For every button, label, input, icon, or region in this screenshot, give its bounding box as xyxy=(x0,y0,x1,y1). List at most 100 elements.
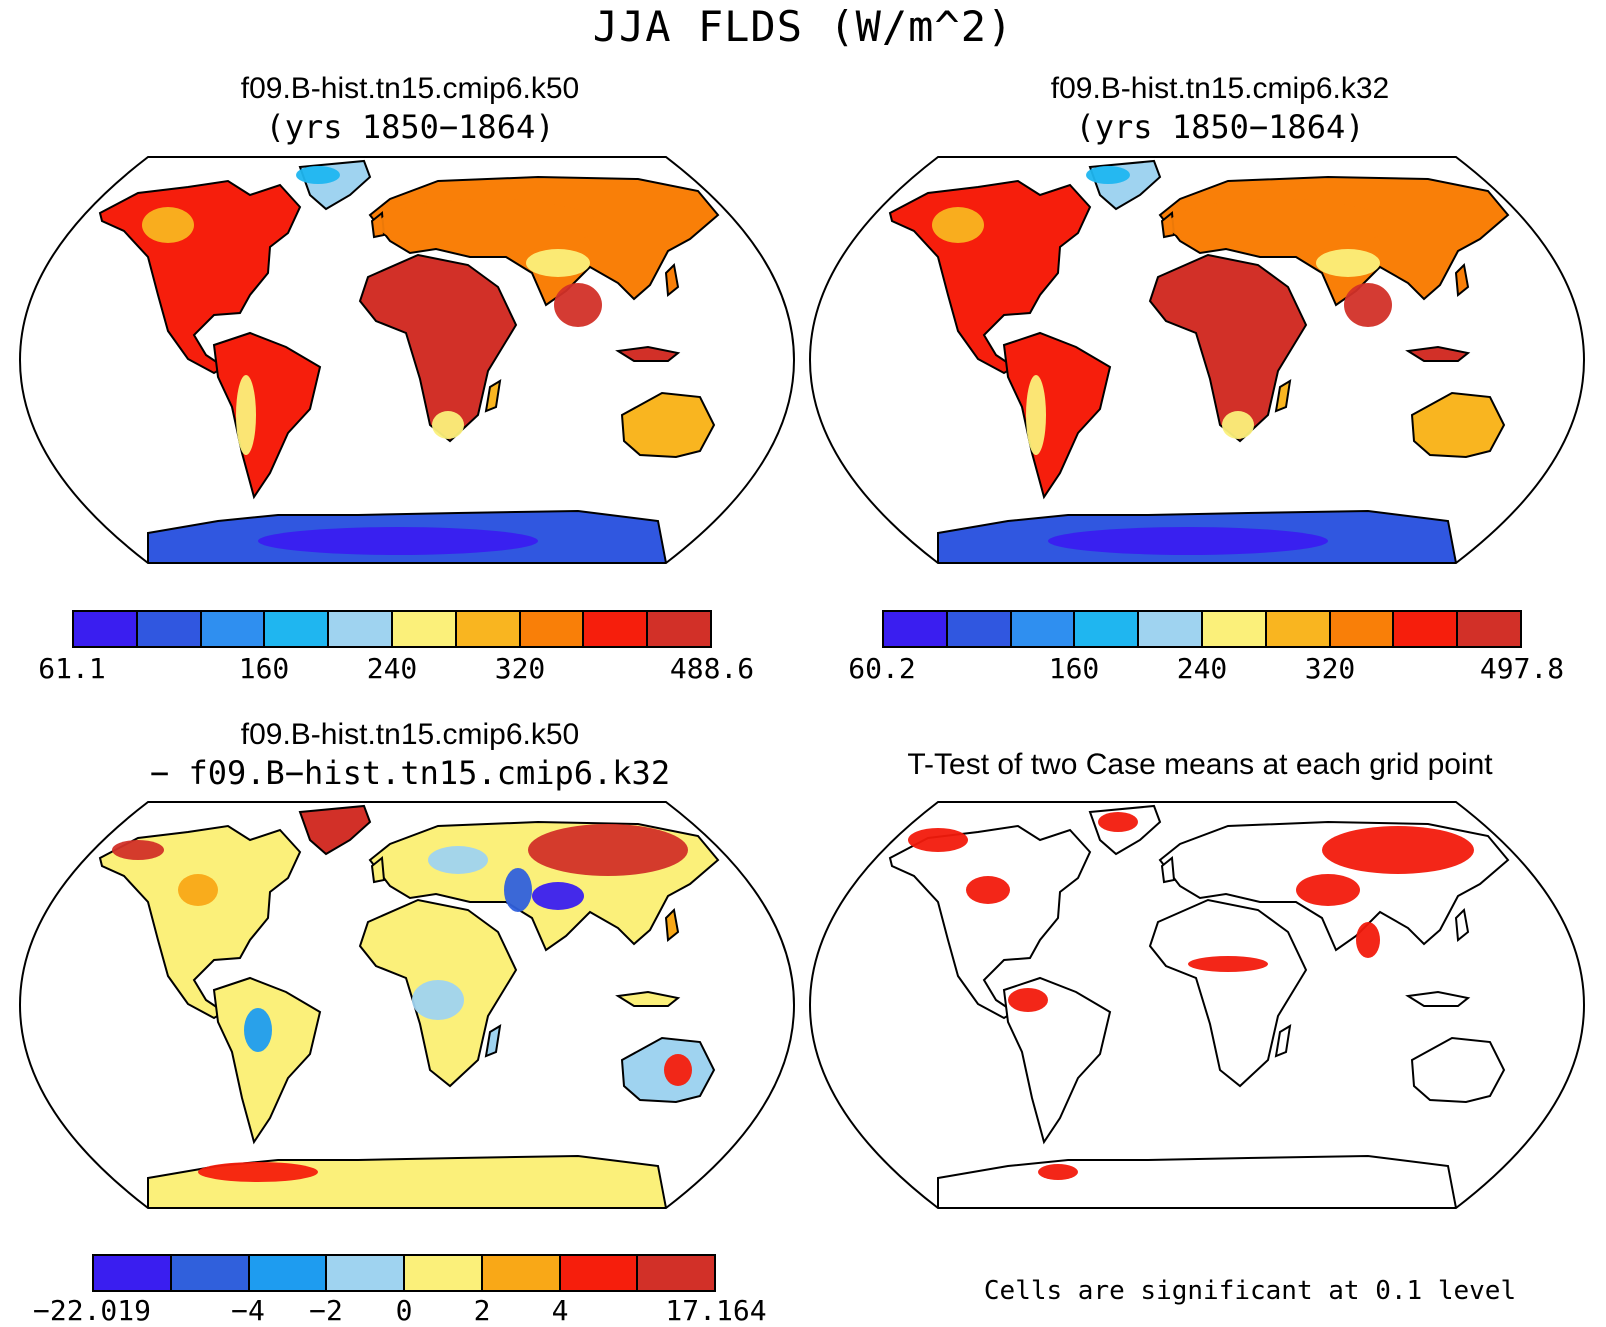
contour-blob xyxy=(296,166,340,184)
panel-4-map xyxy=(808,801,1586,1209)
contour-blob xyxy=(528,824,688,876)
colorbar-cell xyxy=(884,612,948,646)
panel-1-subtitle: (yrs 1850−1864) xyxy=(265,108,555,146)
contour-blob xyxy=(1356,922,1380,958)
contour-blob xyxy=(532,882,584,910)
colorbar-cell xyxy=(1330,612,1395,646)
land-uk xyxy=(1160,856,1176,884)
figure-title: JJA FLDS (W/m^2) xyxy=(592,2,1014,51)
colorbar-cell xyxy=(638,1256,714,1290)
contour-blob xyxy=(236,375,256,455)
contour-blob xyxy=(244,1008,272,1052)
panel-3-map xyxy=(18,801,796,1209)
contour-blob xyxy=(1048,527,1328,555)
panel-3-title: f09.B-hist.tn15.cmip6.k50 xyxy=(240,718,580,751)
panel-1-map-content xyxy=(98,159,720,563)
colorbar-cell xyxy=(249,1256,328,1290)
colorbar-2-label-320: 320 xyxy=(1304,652,1356,685)
panel-1-map xyxy=(18,156,796,564)
colorbar-2-cells xyxy=(882,610,1522,648)
colorbar-cell xyxy=(1458,612,1520,646)
contour-blob xyxy=(412,980,464,1020)
map-border xyxy=(808,801,1586,1209)
colorbar-1-label-320: 320 xyxy=(494,652,546,685)
land-samerica xyxy=(212,331,322,500)
panel-2-title: f09.B-hist.tn15.cmip6.k32 xyxy=(1050,72,1390,105)
land-japan xyxy=(1454,262,1470,297)
colorbar-cell xyxy=(1266,612,1331,646)
land-greenland xyxy=(298,804,372,856)
colorbar-cell xyxy=(1394,612,1459,646)
land-australia xyxy=(620,391,716,459)
colorbar-cell xyxy=(327,1256,405,1290)
contour-blob xyxy=(932,207,984,243)
land-africa xyxy=(358,253,518,443)
map-border xyxy=(18,156,796,564)
land-madagascar xyxy=(484,379,502,413)
panel-2-map-content xyxy=(888,159,1510,563)
colorbar-cell xyxy=(171,1256,250,1290)
land-australia xyxy=(1410,1036,1506,1104)
contour-blob xyxy=(1038,1164,1078,1180)
contour-blob xyxy=(428,846,488,874)
colorbar-cell xyxy=(74,612,138,646)
contour-blob xyxy=(1026,375,1046,455)
colorbar-cell xyxy=(1075,612,1140,646)
land-madagascar xyxy=(1274,379,1292,413)
contour-blob xyxy=(554,283,602,327)
colorbar-1-label-160: 160 xyxy=(238,652,290,685)
land-madagascar xyxy=(484,1024,502,1058)
colorbar-3-label-max: 17.164 xyxy=(665,1294,767,1327)
contour-blob xyxy=(526,249,590,277)
colorbar-cell xyxy=(329,612,393,646)
land-samerica xyxy=(1002,976,1112,1145)
colorbar-cell xyxy=(584,612,649,646)
colorbar-cell xyxy=(1139,612,1203,646)
colorbar-2-label-160: 160 xyxy=(1048,652,1100,685)
significance-note: Cells are significant at 0.1 level xyxy=(983,1276,1517,1306)
colorbar-3-label-neg2: −2 xyxy=(309,1294,343,1327)
land-madagascar xyxy=(1274,1024,1292,1058)
colorbar-cell xyxy=(648,612,710,646)
colorbar-3-label-4: 4 xyxy=(551,1294,569,1327)
land-samerica xyxy=(212,976,322,1145)
contour-blob xyxy=(1296,874,1360,906)
colorbar-2-label-min: 60.2 xyxy=(848,652,916,685)
colorbar-cell xyxy=(201,612,266,646)
colorbar-cell xyxy=(1202,612,1267,646)
colorbar-3-cells xyxy=(92,1254,716,1292)
contour-blob xyxy=(112,840,164,860)
colorbar-cell xyxy=(947,612,1012,646)
colorbar-3-label-2: 2 xyxy=(473,1294,491,1327)
contour-blob xyxy=(1086,166,1130,184)
land-namerica xyxy=(98,824,302,1020)
colorbar-1-label-max: 488.6 xyxy=(669,652,755,685)
contour-blob xyxy=(1322,826,1474,874)
colorbar-cell xyxy=(482,1256,561,1290)
panel-4-title: T-Test of two Case means at each grid po… xyxy=(907,748,1493,781)
panel-2-map xyxy=(808,156,1586,564)
colorbar-cell xyxy=(392,612,457,646)
land-indonesia xyxy=(615,990,681,1007)
colorbar-cell xyxy=(560,1256,639,1290)
colorbar-1-cells xyxy=(72,610,712,648)
map-border xyxy=(18,801,796,1209)
contour-blob xyxy=(1098,812,1138,832)
contour-blob xyxy=(1168,199,1388,251)
panel-3-subtitle: − f09.B−hist.tn15.cmip6.k32 xyxy=(149,754,671,792)
contour-blob xyxy=(142,207,194,243)
colorbar-3-label-min: −22.019 xyxy=(32,1294,152,1327)
land-africa xyxy=(1148,253,1308,443)
colorbar-3-label-neg4: −4 xyxy=(231,1294,265,1327)
colorbar-1-label-min: 61.1 xyxy=(38,652,106,685)
contour-blob xyxy=(504,868,532,912)
colorbar-1-label-240: 240 xyxy=(366,652,418,685)
colorbar-cell xyxy=(94,1256,172,1290)
colorbar-cell xyxy=(137,612,202,646)
colorbar-3-label-0: 0 xyxy=(395,1294,413,1327)
contour-blob xyxy=(198,1162,318,1182)
colorbar-cell xyxy=(265,612,330,646)
colorbar-2-label-240: 240 xyxy=(1176,652,1228,685)
contour-blob xyxy=(966,876,1010,904)
panel-3-map-content xyxy=(98,804,720,1208)
